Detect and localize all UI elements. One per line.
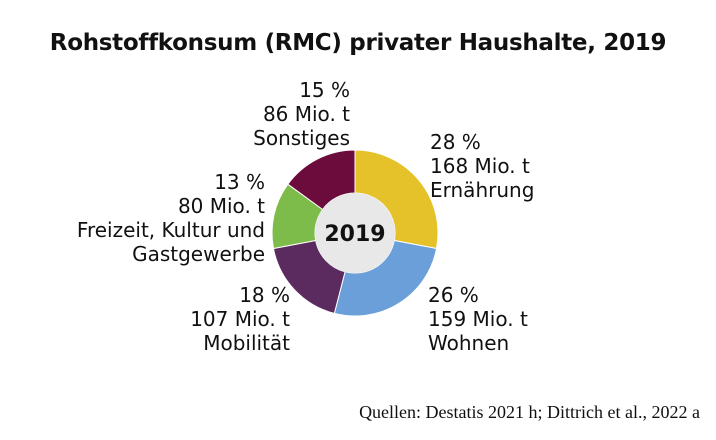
percent-label: 28 %: [430, 130, 481, 154]
amount-label: 159 Mio. t: [428, 307, 528, 331]
percent-label: 13 %: [214, 170, 265, 194]
category-label: Mobilität: [203, 331, 290, 355]
percent-label: 26 %: [428, 283, 479, 307]
center-label: 2019: [324, 222, 385, 247]
amount-label: 80 Mio. t: [177, 194, 265, 218]
category-label: Sonstiges: [253, 126, 350, 150]
slice-label: 13 % 80 Mio. t Freizeit, Kultur und Gastge…: [40, 170, 265, 266]
slice-label: 15 % 86 Mio. t Sonstiges: [150, 78, 350, 150]
source: Quellen: Destatis 2021 h; Dittrich et al…: [359, 402, 700, 422]
amount-label: 86 Mio. t: [262, 102, 350, 126]
chart-title: Rohstoffkonsum (RMC) privater Haushalte,…: [49, 30, 667, 56]
center-disc: [315, 193, 395, 273]
category-label: Freizeit, Kultur und Gastgewerbe: [76, 218, 265, 266]
amount-label: 107 Mio. t: [190, 307, 290, 331]
slice-label: 26 % 159 Mio. t Wohnen: [428, 283, 688, 355]
percent-label: 15 %: [299, 78, 350, 102]
amount-label: 168 Mio. t: [430, 154, 530, 178]
slice-label: 28 % 168 Mio. t Ernährung: [430, 130, 690, 202]
slice-label: 18 % 107 Mio. t Mobilität: [90, 283, 290, 355]
category-label: Wohnen: [428, 331, 510, 355]
category-label: Ernährung: [430, 178, 535, 202]
percent-label: 18 %: [239, 283, 290, 307]
